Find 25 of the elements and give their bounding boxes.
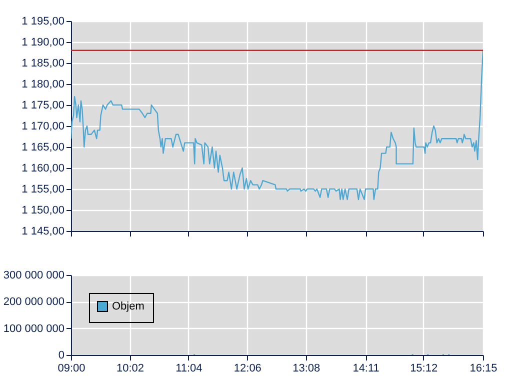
y-tick-label: 1 170,00 bbox=[22, 120, 64, 132]
x-tick-label: 11:04 bbox=[176, 362, 202, 374]
y-tick-label: 1 155,00 bbox=[22, 184, 64, 196]
x-tick-label: 10:02 bbox=[116, 362, 144, 374]
x-tick-label: 16:15 bbox=[470, 362, 498, 374]
x-tick-label: 09:00 bbox=[58, 362, 86, 374]
y-tick-label: 1 165,00 bbox=[22, 142, 64, 154]
legend-label: Objem bbox=[112, 300, 144, 312]
x-tick-label: 15:12 bbox=[410, 362, 438, 374]
y-tick-label: 200 000 000 bbox=[3, 296, 64, 308]
y-tick-label: 1 175,00 bbox=[22, 100, 64, 112]
y-tick-label: 300 000 000 bbox=[3, 270, 64, 282]
y-tick-label: 1 160,00 bbox=[22, 162, 64, 174]
x-tick-label: 13:08 bbox=[292, 362, 320, 374]
y-tick-label: 1 145,00 bbox=[22, 226, 64, 238]
y-tick-label: 1 180,00 bbox=[22, 78, 64, 90]
y-tick-label: 1 185,00 bbox=[22, 58, 64, 70]
y-tick-label: 100 000 000 bbox=[3, 322, 64, 335]
line-series bbox=[71, 50, 483, 200]
y-tick-label: 1 150,00 bbox=[22, 204, 64, 216]
y-tick-label: 1 195,00 bbox=[22, 16, 64, 28]
y-tick-label: 1 190,00 bbox=[22, 36, 64, 48]
y-tick-label: 0 bbox=[58, 350, 64, 362]
x-tick-label: 12:06 bbox=[234, 362, 262, 374]
x-tick-label: 14:11 bbox=[352, 362, 380, 374]
